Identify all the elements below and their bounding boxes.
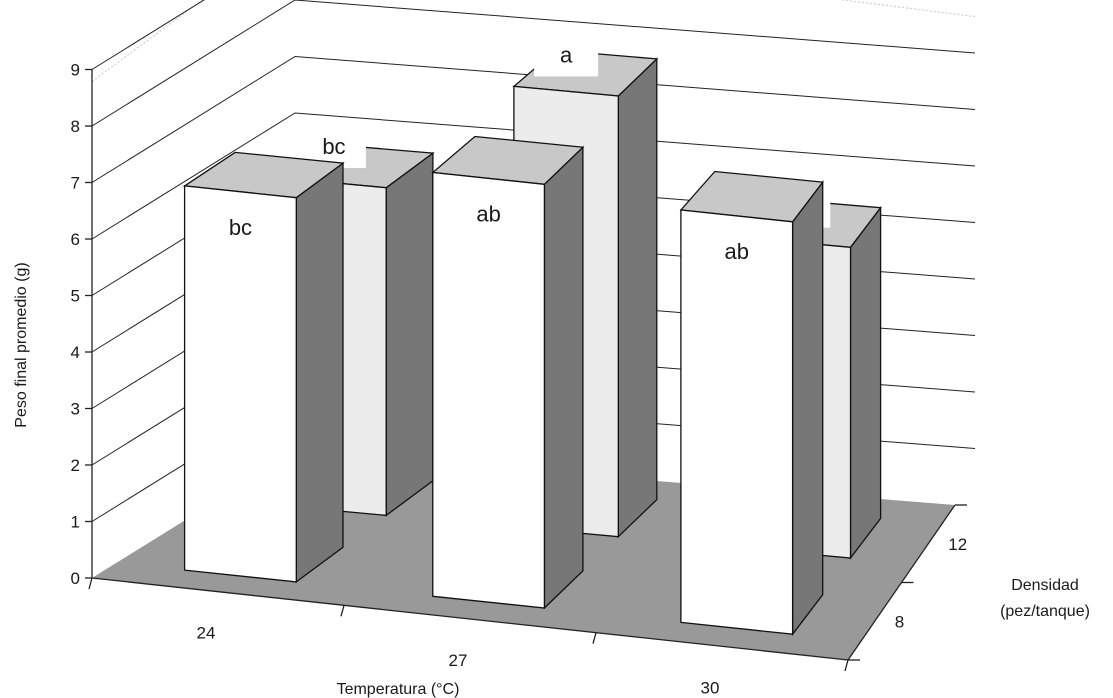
gridline	[91, 0, 976, 127]
data-label-box	[534, 32, 599, 77]
gridline	[91, 112, 976, 240]
x-tick	[88, 577, 93, 590]
bar-side	[791, 180, 824, 637]
data-label: bc	[322, 134, 345, 159]
y-tick-label: 2	[71, 456, 80, 475]
bar-group: ab	[679, 170, 824, 637]
data-label-box	[704, 228, 769, 273]
data-label-box	[208, 204, 273, 249]
bar	[183, 185, 297, 583]
bar-side	[617, 57, 658, 539]
data-label: a	[560, 42, 573, 67]
bar-side	[385, 151, 434, 517]
y-tick-label: 4	[71, 343, 80, 362]
x-tick-label: 30	[701, 678, 720, 697]
depth-tick-label: 12	[948, 535, 967, 554]
y-tick-label: 9	[71, 61, 80, 80]
data-label: ab	[476, 202, 500, 227]
y-tick-label: 7	[71, 174, 80, 193]
bar-side	[295, 161, 344, 584]
bar-group: ab	[431, 135, 585, 610]
chart-walls	[91, 0, 976, 82]
bars: bcacbcabab	[182, 32, 882, 637]
wall-top-edge	[91, 0, 976, 82]
data-label: bc	[229, 215, 252, 240]
bar-side	[849, 205, 882, 560]
depth-tick-label: 8	[895, 612, 904, 631]
data-label: ab	[725, 239, 749, 264]
x-tick	[844, 659, 849, 672]
y-tick-label: 0	[71, 569, 80, 588]
gridline	[91, 55, 976, 183]
bar	[432, 171, 546, 609]
y-tick-label: 6	[71, 230, 80, 249]
axes	[85, 68, 967, 672]
y-tick-label: 3	[71, 400, 80, 419]
gridline	[91, 0, 205, 70]
y-axis-title: Peso final promedio (g)	[13, 262, 30, 427]
x-tick	[592, 632, 597, 644]
x-axis-title: Temperatura (°C)	[337, 681, 460, 698]
x-tick	[340, 605, 345, 617]
bar	[680, 209, 794, 635]
bar-side	[543, 145, 584, 610]
x-tick-label: 24	[197, 624, 216, 643]
data-label-box	[456, 191, 521, 236]
y-tick-label: 5	[71, 287, 80, 306]
z-axis-title-line1: Densidad	[1011, 577, 1079, 594]
y-tick-label: 1	[71, 513, 80, 532]
x-axis-line	[91, 577, 849, 661]
bar-group: bc	[182, 151, 345, 584]
x-tick-label: 27	[449, 651, 468, 670]
y-tick-label: 8	[71, 117, 80, 136]
z-axis-title-line2: (pez/tanque)	[1000, 603, 1090, 620]
